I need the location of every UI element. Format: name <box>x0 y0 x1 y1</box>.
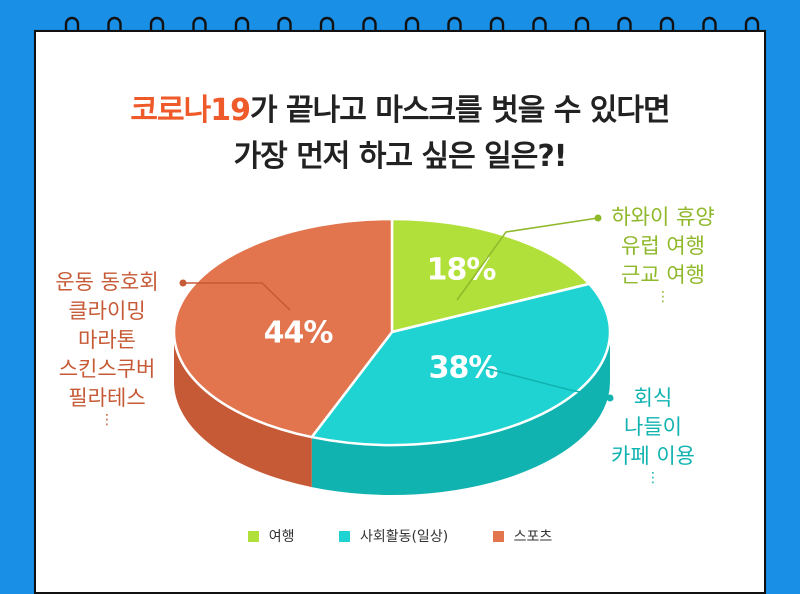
callout-item: 마라톤 <box>78 328 136 352</box>
ring-wire <box>702 16 717 46</box>
ring-wire <box>447 16 462 46</box>
title-line-1-rest: 가 끝나고 마스크를 벗을 수 있다면 <box>249 93 671 128</box>
callout-travel: 하와이 휴양 유럽 여행 근교 여행 ⋮ <box>598 203 728 304</box>
brand-logo: Halla <box>676 518 755 542</box>
callout-item: 회식 <box>633 386 673 410</box>
ring-wire <box>574 16 590 46</box>
page-title: 코로나19가 끝나고 마스크를 벗을 수 있다면 가장 먼저 하고 싶은 일은?… <box>0 88 800 180</box>
pie-slice-sports <box>172 217 394 439</box>
ring-wire <box>617 16 632 46</box>
callout-item: 나들이 <box>624 415 682 439</box>
legend-item: 스포츠 <box>492 526 553 546</box>
pie-label-travel: 18% <box>427 253 497 288</box>
legend-swatch <box>338 531 350 542</box>
callout-line-social <box>484 367 611 399</box>
title-highlight: 코로나19 <box>130 93 251 128</box>
ring-wire <box>404 16 420 46</box>
ellipsis-icon: ⋮ <box>646 470 660 486</box>
callout-dot-sports <box>179 279 187 287</box>
ring-wire <box>234 16 250 46</box>
callout-social: 회식 나들이 카페 이용 ⋮ <box>598 384 708 485</box>
ring-wire <box>744 16 760 46</box>
pie-label-sports: 44% <box>264 316 334 351</box>
title-line-1: 코로나19가 끝나고 마스크를 벗을 수 있다면 <box>0 88 800 134</box>
pie-chart: 18%38%44% <box>172 214 614 495</box>
callout-item: 운동 동호회 <box>55 270 159 294</box>
callout-item: 필라테스 <box>68 386 146 410</box>
legend-item: 사회활동(일상) <box>338 526 449 546</box>
ring-wire <box>532 16 547 46</box>
ring-wire <box>489 16 505 46</box>
legend-item: 여행 <box>247 526 295 546</box>
ring-wire <box>362 16 377 46</box>
ring-wire <box>107 16 122 46</box>
callout-line-travel <box>456 217 599 301</box>
ring-wire <box>277 16 292 46</box>
callout-sports: 운동 동호회 클라이밍 마라톤 스킨스쿠버 필라테스 ⋮ <box>42 268 172 427</box>
ring-wire <box>319 16 335 46</box>
ellipsis-icon: ⋮ <box>656 289 670 305</box>
callout-item: 클라이밍 <box>68 299 146 323</box>
callout-item: 카페 이용 <box>611 444 695 468</box>
callout-line-sports <box>183 282 291 311</box>
brand-name: Halla <box>698 518 756 542</box>
pie-slice-social <box>310 282 612 447</box>
pie-side-sports <box>174 332 312 488</box>
callout-item: 유럽 여행 <box>621 234 705 258</box>
halla-logo-icon <box>678 524 692 536</box>
pie-slice-travel <box>390 217 591 334</box>
legend-label: 스포츠 <box>513 529 553 545</box>
ring-wire <box>192 16 207 46</box>
legend: 여행 사회활동(일상) 스포츠 <box>0 526 800 546</box>
ring-wire <box>149 16 165 46</box>
legend-swatch <box>492 531 504 542</box>
legend-label: 여행 <box>268 529 295 545</box>
ring-wire <box>64 16 80 46</box>
callout-item: 근교 여행 <box>621 263 705 287</box>
ellipsis-icon: ⋮ <box>100 412 114 428</box>
pie-side-social <box>311 332 610 495</box>
title-line-2: 가장 먼저 하고 싶은 일은?! <box>233 139 568 174</box>
callout-item: 스킨스쿠버 <box>58 357 156 381</box>
legend-label: 사회활동(일상) <box>359 529 449 545</box>
ring-wire <box>659 16 675 46</box>
callout-item: 하와이 휴양 <box>611 205 715 229</box>
callout-dot-travel <box>594 214 602 222</box>
callout-dot-social <box>606 394 614 402</box>
legend-swatch <box>247 531 259 542</box>
